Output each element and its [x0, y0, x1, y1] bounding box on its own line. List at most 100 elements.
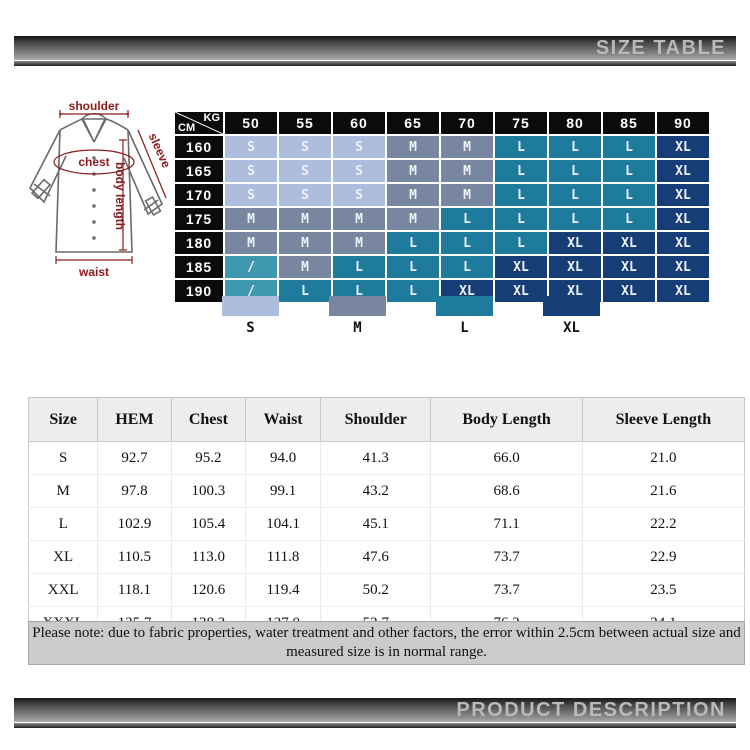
measure-cell: 120.6: [170, 573, 247, 607]
weight-header-cell: 60: [333, 112, 385, 134]
shirt-outline-drawing: shoulder chest sleeve body length waist: [29, 99, 174, 279]
weight-header-cell: 70: [441, 112, 493, 134]
size-cell: M: [279, 208, 331, 230]
size-cell: XL: [603, 232, 655, 254]
size-cell: M: [387, 160, 439, 182]
measure-cell: 71.1: [430, 507, 583, 541]
measure-header-row: Size HEM Chest Waist Shoulder Body Length Slee…: [27, 397, 746, 442]
measure-header-cell: Body Length: [430, 397, 583, 442]
size-cell: S: [279, 160, 331, 182]
measure-cell: 21.6: [581, 474, 746, 508]
size-cell: M: [279, 232, 331, 254]
label-body-length: body length: [113, 162, 127, 230]
size-cell: M: [387, 136, 439, 158]
matrix-row: 170 S S S M M L L L XL: [175, 184, 709, 206]
measure-header-cell: Sleeve Length: [581, 397, 746, 442]
size-cell: L: [549, 184, 601, 206]
measure-cell: 99.1: [245, 474, 321, 508]
measure-cell: 68.6: [430, 474, 583, 508]
measure-cell: 92.7: [97, 441, 172, 475]
measure-cell: 22.2: [581, 507, 746, 541]
size-cell: XL: [657, 184, 709, 206]
size-cell: XL: [657, 208, 709, 230]
size-cell: XL: [657, 232, 709, 254]
measure-cell: 22.9: [581, 540, 746, 574]
size-cell: S: [333, 136, 385, 158]
size-cell: XL: [495, 280, 547, 302]
matrix-corner-cell: KG CM: [175, 112, 223, 134]
size-cell: XL: [657, 160, 709, 182]
height-header-cell: 175: [175, 208, 223, 230]
measure-row: L 102.9 105.4 104.1 45.1 71.1 22.2: [27, 507, 746, 541]
measure-header-cell: HEM: [97, 397, 172, 442]
weight-header-cell: 80: [549, 112, 601, 134]
measure-cell: S: [27, 441, 99, 475]
size-cell: XL: [657, 256, 709, 278]
size-cell: M: [225, 208, 277, 230]
measure-cell: 113.0: [170, 540, 247, 574]
size-cell: XL: [603, 280, 655, 302]
size-cell: L: [441, 256, 493, 278]
height-header-cell: 185: [175, 256, 223, 278]
measure-cell: 73.7: [430, 573, 583, 607]
measure-row: M 97.8 100.3 99.1 43.2 68.6 21.6: [27, 474, 746, 508]
size-cell: L: [603, 184, 655, 206]
matrix-row: 185/M L L L XL XL XL XL: [175, 256, 709, 278]
measure-header-cell: Size: [27, 397, 99, 442]
legend-label: XL: [563, 320, 580, 336]
size-cell: L: [333, 256, 385, 278]
note-text: Please note: due to fabric properties, w…: [28, 621, 745, 665]
legend-item: S: [222, 296, 279, 336]
size-cell: L: [495, 232, 547, 254]
size-cell: S: [333, 160, 385, 182]
measure-row: S 92.7 95.2 94.0 41.3 66.0 21.0: [27, 441, 746, 475]
size-cell: M: [225, 232, 277, 254]
size-table-banner: SIZE TABLE: [14, 36, 736, 66]
banner-stripe: [14, 61, 736, 66]
size-cell: /: [225, 256, 277, 278]
measure-cell: 21.0: [581, 441, 746, 475]
measure-cell: 119.4: [245, 573, 321, 607]
matrix-row: 180 M M M L L L XL XL XL: [175, 232, 709, 254]
height-header-cell: 170: [175, 184, 223, 206]
unit-kg-label: KG: [203, 112, 221, 124]
size-cell: L: [387, 280, 439, 302]
weight-header-cell: 85: [603, 112, 655, 134]
measure-row: XL 110.5 113.0 111.8 47.6 73.7 22.9: [27, 540, 746, 574]
measure-cell: L: [27, 507, 99, 541]
size-cell: XL: [657, 136, 709, 158]
matrix-header-row: KG CM 50 55 60 65 70 75 80 85 90: [175, 112, 709, 134]
size-cell: L: [387, 232, 439, 254]
measure-cell: 95.2: [170, 441, 247, 475]
weight-header-cell: 90: [657, 112, 709, 134]
measure-cell: 50.2: [319, 573, 432, 607]
weight-header-cell: 75: [495, 112, 547, 134]
matrix-row: 160 S S S M M L L L XL: [175, 136, 709, 158]
measure-cell: XXL: [27, 573, 99, 607]
weight-header-cell: 65: [387, 112, 439, 134]
product-description-banner-title: PRODUCT DESCRIPTION: [456, 698, 726, 721]
size-cell: L: [441, 232, 493, 254]
size-cell: XL: [549, 232, 601, 254]
weight-header-cell: 50: [225, 112, 277, 134]
size-cell: L: [603, 136, 655, 158]
size-cell: M: [279, 256, 331, 278]
size-cell: M: [387, 184, 439, 206]
legend-swatch: [329, 296, 386, 316]
measure-cell: 102.9: [97, 507, 172, 541]
size-cell: L: [387, 256, 439, 278]
size-cell: L: [495, 208, 547, 230]
measure-cell: 45.1: [319, 507, 432, 541]
legend-item: M: [329, 296, 386, 336]
weight-header-cell: 55: [279, 112, 331, 134]
legend-label: L: [460, 320, 469, 336]
size-cell: M: [333, 232, 385, 254]
size-cell: L: [495, 160, 547, 182]
height-header-cell: 190: [175, 280, 223, 302]
height-header-cell: 160: [175, 136, 223, 158]
shirt-measurement-diagram: shoulder chest sleeve body length waist: [20, 99, 182, 287]
measure-header-cell: Shoulder: [319, 397, 432, 442]
banner-stripe: [14, 723, 736, 728]
legend-label: S: [246, 320, 255, 336]
measure-cell: 43.2: [319, 474, 432, 508]
